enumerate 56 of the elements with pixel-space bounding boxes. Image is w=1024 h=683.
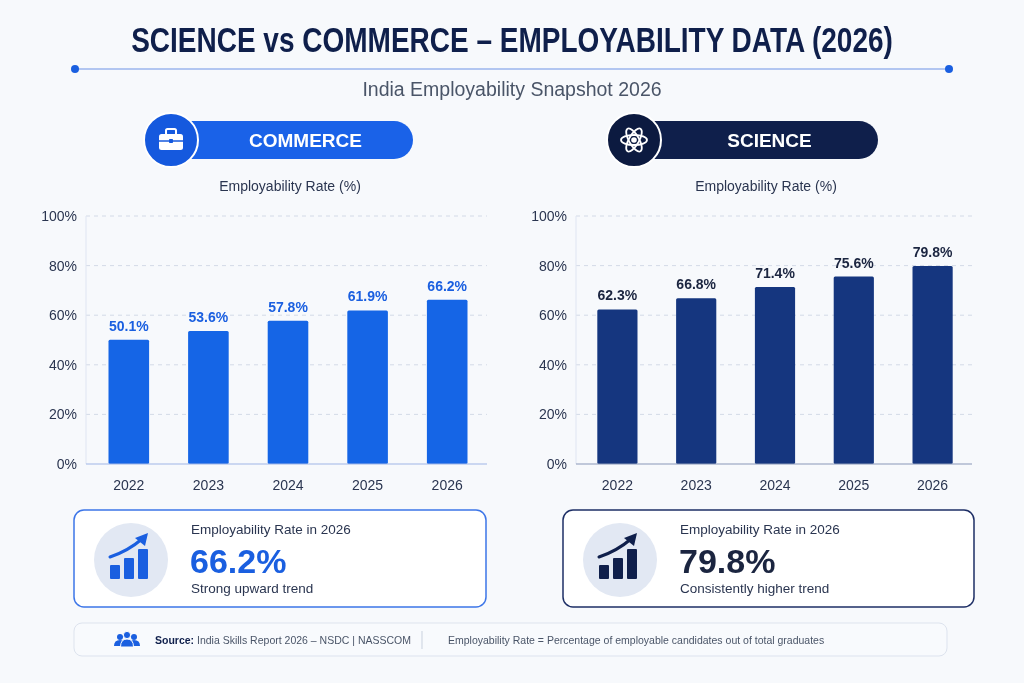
data-label: 53.6% [188,309,229,326]
text: Consistently higher trend [680,581,830,596]
x-tick-label: 2026 [917,477,949,493]
data-label: 71.4% [755,264,796,281]
y-tick-label: 20% [538,406,567,423]
y-tick-label: 80% [48,257,77,274]
x-tick-label: 2025 [352,477,384,493]
bar [188,331,229,464]
bar [426,299,468,464]
y-tick-label: 60% [538,307,567,324]
data-label: 66.8% [676,276,717,293]
x-tick-label: 2022 [113,477,145,493]
text: 79.8% [679,542,776,580]
x-tick-label: 2024 [272,477,304,493]
chart-subtitle: Employability Rate (%) [219,178,361,194]
chart-subtitle: Employability Rate (%) [695,178,837,194]
data-label: 50.1% [108,317,150,334]
text: SCIENCE vs COMMERCE – EMPLOYABILITY DATA (2026) [131,19,893,60]
y-tick-label: 0% [546,455,567,472]
chart-title: COMMERCE [249,130,362,151]
data-label: 66.2% [427,277,468,294]
bar [347,310,388,464]
data-label: 61.9% [347,288,388,305]
y-tick-label: 60% [48,307,77,324]
text: 66.2% [190,542,287,580]
bar [833,276,874,464]
bar [912,266,953,464]
y-tick-label: 40% [538,356,567,373]
y-tick-label: 100% [41,207,77,224]
data-label: 57.8% [268,298,309,315]
x-tick-label: 2022 [601,477,634,493]
x-tick-label: 2026 [431,477,463,493]
y-tick-label: 80% [538,257,567,274]
text: Employability Rate in 2026 [680,522,840,537]
data-label: 62.3% [597,287,638,304]
x-tick-label: 2023 [680,477,712,493]
y-tick-label: 40% [48,356,77,373]
bar [108,339,150,464]
y-tick-label: 20% [48,406,77,423]
data-label: 79.8% [912,244,953,261]
x-tick-label: 2024 [759,477,791,493]
chart-title: SCIENCE [727,130,812,151]
y-tick-label: 100% [531,207,567,224]
y-tick-label: 0% [56,455,77,472]
data-label: 75.6% [833,254,875,271]
bar [267,320,309,464]
text: Employability Rate = Percentage of employable candidates out of total graduates [448,634,825,646]
source-note: Source: India Skills Report 2026 – NSDC | NASSCOM [155,634,411,646]
text: Employability Rate in 2026 [191,522,351,537]
bar [597,309,638,464]
bar [754,286,796,464]
text: India Employability Snapshot 2026 [362,78,662,100]
x-tick-label: 2025 [838,477,870,493]
text: Strong upward trend [191,581,314,596]
x-tick-label: 2023 [192,477,225,493]
bar [676,298,717,464]
